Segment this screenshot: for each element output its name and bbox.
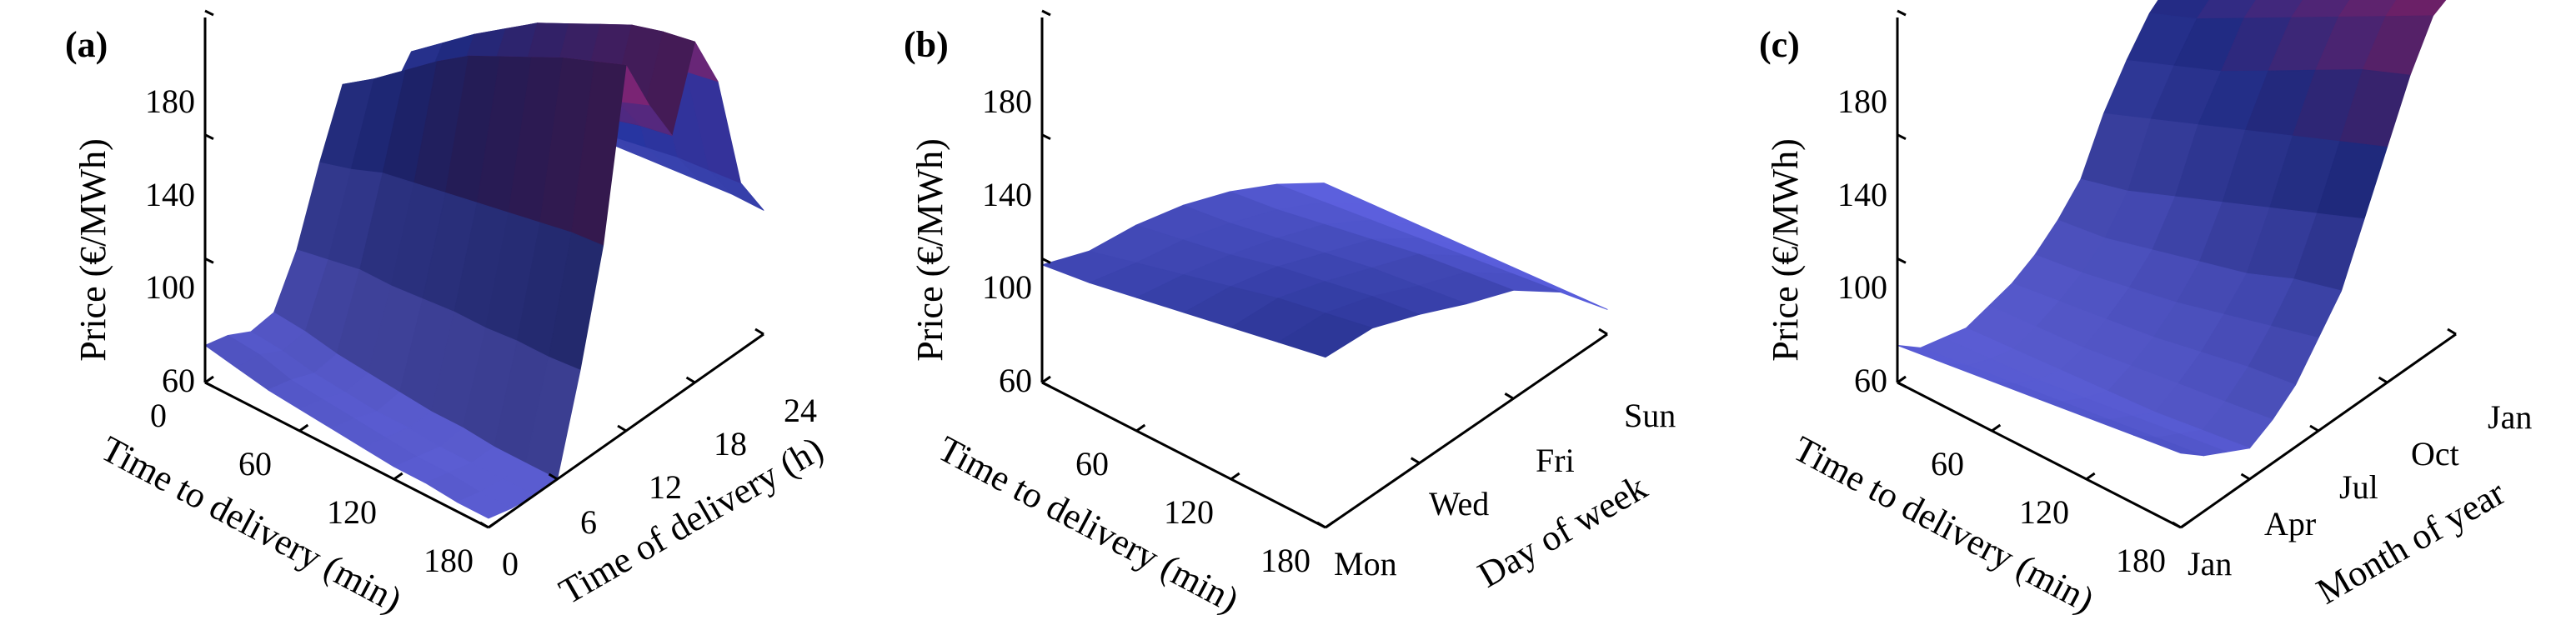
- z-tick-a-100: 100: [145, 268, 195, 306]
- x-tickmark-0-0: [204, 375, 214, 384]
- y-tick-a-6: 6: [580, 503, 597, 541]
- axes-b: [1040, 9, 1608, 529]
- x-tick-c-180: 180: [2116, 542, 2166, 579]
- z-tick-b-180: 180: [982, 82, 1032, 120]
- x-tickmark-1-1: [1135, 423, 1146, 432]
- z-axis-label-b: Price (€/MWh): [910, 138, 950, 362]
- surface-cell: [1277, 312, 1373, 358]
- x-tick-c-60: 60: [1931, 445, 1964, 482]
- z-tickmark-0-3: [204, 9, 214, 17]
- axes-c: [1896, 9, 2457, 529]
- panel-label-b: (b): [904, 24, 949, 65]
- y-tickmark-2-2: [2309, 424, 2319, 432]
- surface-cell: [2132, 434, 2204, 457]
- z-axis-label-a: Price (€/MWh): [73, 138, 113, 362]
- surface-a: [204, 22, 764, 519]
- x-tickmark-1-0: [1041, 375, 1051, 384]
- y-tick-a-12: 12: [649, 468, 682, 506]
- x-axis-line-2: [1897, 381, 2182, 529]
- y-tick-b-fri: Fri: [1536, 442, 1575, 479]
- x-tick-c-120: 120: [2019, 493, 2069, 531]
- x-tick-a-180: 180: [423, 542, 474, 579]
- z-tickmark-0-2: [204, 133, 214, 141]
- y-tick-a-18: 18: [714, 425, 747, 462]
- y-tick-c-oct: Oct: [2411, 435, 2459, 472]
- y-tickmark-1-1: [1410, 457, 1421, 464]
- x-axis-line-1: [1041, 381, 1326, 529]
- y-axis-line-1: [1325, 332, 1608, 529]
- y-tickmark-0-2: [617, 424, 627, 432]
- z-tickmark-2-2: [1897, 133, 1907, 141]
- y-tick-a-0: 0: [502, 545, 519, 582]
- y-tickmark-2-3: [2378, 376, 2388, 384]
- y-tick-a-24: 24: [784, 392, 817, 429]
- x-tickmark-1-2: [1230, 472, 1240, 481]
- x-tick-b-60: 60: [1075, 445, 1109, 482]
- x-tickmark-1-3: [1325, 520, 1335, 529]
- y-tickmark-2-1: [2240, 472, 2251, 481]
- x-tickmark-0-3: [488, 520, 498, 529]
- z-tick-a-140: 140: [145, 176, 195, 213]
- y-tick-c-jan: Jan: [2188, 545, 2232, 582]
- axes-a: [203, 9, 764, 529]
- x-tickmark-2-1: [1991, 423, 2002, 432]
- y-tickmark-2-4: [2447, 328, 2457, 336]
- y-tickmark-1-3: [1598, 328, 1608, 336]
- x-tick-a-60: 60: [238, 445, 272, 482]
- surface-b: [1041, 182, 1608, 358]
- z-tick-b-100: 100: [982, 268, 1032, 306]
- z-tick-b-140: 140: [982, 176, 1032, 213]
- y-tickmark-1-0: [1316, 521, 1326, 529]
- y-tickmark-1-2: [1504, 392, 1515, 400]
- panel-b: (b) 180 140 100 60 Price (€/MWh) 60 120 …: [904, 9, 1676, 621]
- y-tickmark-0-0: [479, 521, 489, 529]
- z-tick-c-60: 60: [1854, 362, 1887, 399]
- y-axis-label-b: Day of week: [1471, 467, 1654, 596]
- y-tick-b-mon: Mon: [1334, 545, 1397, 582]
- z-tickmark-2-0: [1897, 381, 1907, 388]
- x-tick-b-120: 120: [1164, 493, 1214, 531]
- surface-c: [1897, 0, 2447, 457]
- x-tickmark-0-1: [298, 423, 309, 432]
- surface-cell: [456, 492, 512, 519]
- z-tickmark-1-3: [1041, 9, 1051, 17]
- x-tick-a-120: 120: [327, 493, 377, 531]
- z-tickmark-1-1: [1041, 257, 1051, 264]
- y-tick-c-jan2: Jan: [2488, 398, 2532, 436]
- surface-cell: [2385, 0, 2447, 18]
- z-tickmark-1-0: [1041, 381, 1051, 388]
- panel-label-a: (a): [65, 24, 108, 65]
- z-tickmark-2-1: [1897, 257, 1907, 264]
- y-tick-c-apr: Apr: [2264, 505, 2316, 542]
- y-tickmark-0-3: [685, 376, 696, 384]
- x-tick-a-0: 0: [150, 397, 167, 434]
- z-tick-c-140: 140: [1837, 176, 1887, 213]
- y-tickmark-0-4: [754, 328, 764, 336]
- x-tickmark-2-2: [2085, 472, 2096, 481]
- panel-c: (c) 180 140 100 60 Price (€/MWh) 60 120 …: [1759, 0, 2532, 621]
- panel-label-c: (c): [1759, 24, 1800, 65]
- z-tickmark-0-0: [204, 381, 214, 388]
- x-tick-b-180: 180: [1260, 542, 1311, 579]
- z-tick-a-180: 180: [145, 82, 195, 120]
- z-tick-b-60: 60: [999, 362, 1032, 399]
- x-axis-line-0: [204, 381, 489, 529]
- y-tick-b-sun: Sun: [1624, 397, 1676, 434]
- x-tickmark-0-2: [393, 472, 403, 481]
- z-tick-c-180: 180: [1837, 82, 1887, 120]
- z-tickmark-2-3: [1897, 9, 1907, 17]
- y-tickmark-2-0: [2172, 521, 2182, 529]
- z-axis-label-c: Price (€/MWh): [1765, 138, 1806, 362]
- z-tickmark-1-2: [1041, 133, 1051, 141]
- z-tick-c-100: 100: [1837, 268, 1887, 306]
- y-tick-b-wed: Wed: [1429, 485, 1489, 522]
- z-tick-a-60: 60: [162, 362, 195, 399]
- y-tick-c-jul: Jul: [2339, 468, 2378, 506]
- y-tickmark-0-1: [548, 472, 559, 481]
- x-tickmark-2-3: [2180, 520, 2190, 529]
- x-tickmark-2-0: [1897, 375, 1907, 384]
- panel-a: (a) 180 140 100 60 Price (€/MWh) 0 60 12…: [65, 9, 830, 621]
- z-tickmark-0-1: [204, 257, 214, 264]
